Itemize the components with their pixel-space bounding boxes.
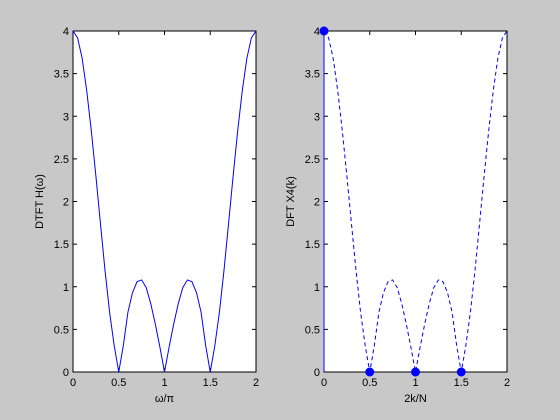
- right-ytick-label: 0.5: [305, 324, 320, 336]
- right-ylabel: DFT X4(k): [285, 176, 297, 227]
- left-ytick-label: 0.5: [54, 324, 69, 336]
- left-ylabel: DTFT H(ω): [34, 174, 46, 229]
- right-stem-marker: [411, 367, 420, 377]
- left-ytick-label: 1: [63, 282, 69, 294]
- left-ytick-label: 1.5: [54, 239, 69, 251]
- right-xlabel: 2k/N: [404, 393, 427, 405]
- right-axes-box: [323, 30, 508, 373]
- right-xtick-label: 0.5: [362, 377, 377, 389]
- right-xtick-label: 1.5: [454, 377, 469, 389]
- left-ytick-label: 2.5: [54, 154, 69, 166]
- right-ytick-label: 4: [314, 26, 320, 38]
- right-ytick-label: 3: [314, 111, 320, 123]
- right-ytick-label: 1.5: [305, 239, 320, 251]
- right-ytick-label: 0: [314, 367, 320, 379]
- left-axes-box: [72, 30, 257, 373]
- right-stem-marker: [365, 367, 375, 377]
- left-plot-dtft: 0 0.5 1 1.5 2 0 0.5 1 1.5 2 2.5 3 3.5 4 ω/π DTFT H(ω): [34, 26, 259, 405]
- right-xtick-label: 0: [321, 377, 327, 389]
- left-series-line: [72, 30, 257, 373]
- left-xtick-label: 0.5: [111, 377, 126, 389]
- left-ytick-label: 3.5: [54, 69, 69, 81]
- left-ytick-label: 0: [63, 367, 69, 379]
- right-ytick-label: 3.5: [305, 69, 320, 81]
- left-xtick-label: 1.5: [203, 377, 218, 389]
- right-series-line: [323, 30, 508, 373]
- left-xtick-label: 0: [70, 377, 76, 389]
- left-ytick-label: 4: [63, 26, 69, 38]
- left-ytick-label: 3: [63, 111, 69, 123]
- right-ytick-label: 1: [314, 282, 320, 294]
- left-xtick-label: 2: [253, 377, 259, 389]
- right-xtick-label: 2: [504, 377, 510, 389]
- right-ytick-label: 2.5: [305, 154, 320, 166]
- right-ytick-label: 2: [314, 197, 320, 209]
- right-stem-marker: [319, 26, 329, 36]
- right-stem-marker: [456, 367, 466, 377]
- left-xlabel: ω/π: [155, 393, 175, 405]
- right-plot-dft: 0 0.5 1 1.5 2 0 0.5 1 1.5 2 2.5 3 3.5 4 2k/N DFT X4(k): [285, 26, 510, 405]
- right-xtick-label: 1: [412, 377, 418, 389]
- left-ytick-label: 2: [63, 197, 69, 209]
- left-xtick-label: 1: [161, 377, 167, 389]
